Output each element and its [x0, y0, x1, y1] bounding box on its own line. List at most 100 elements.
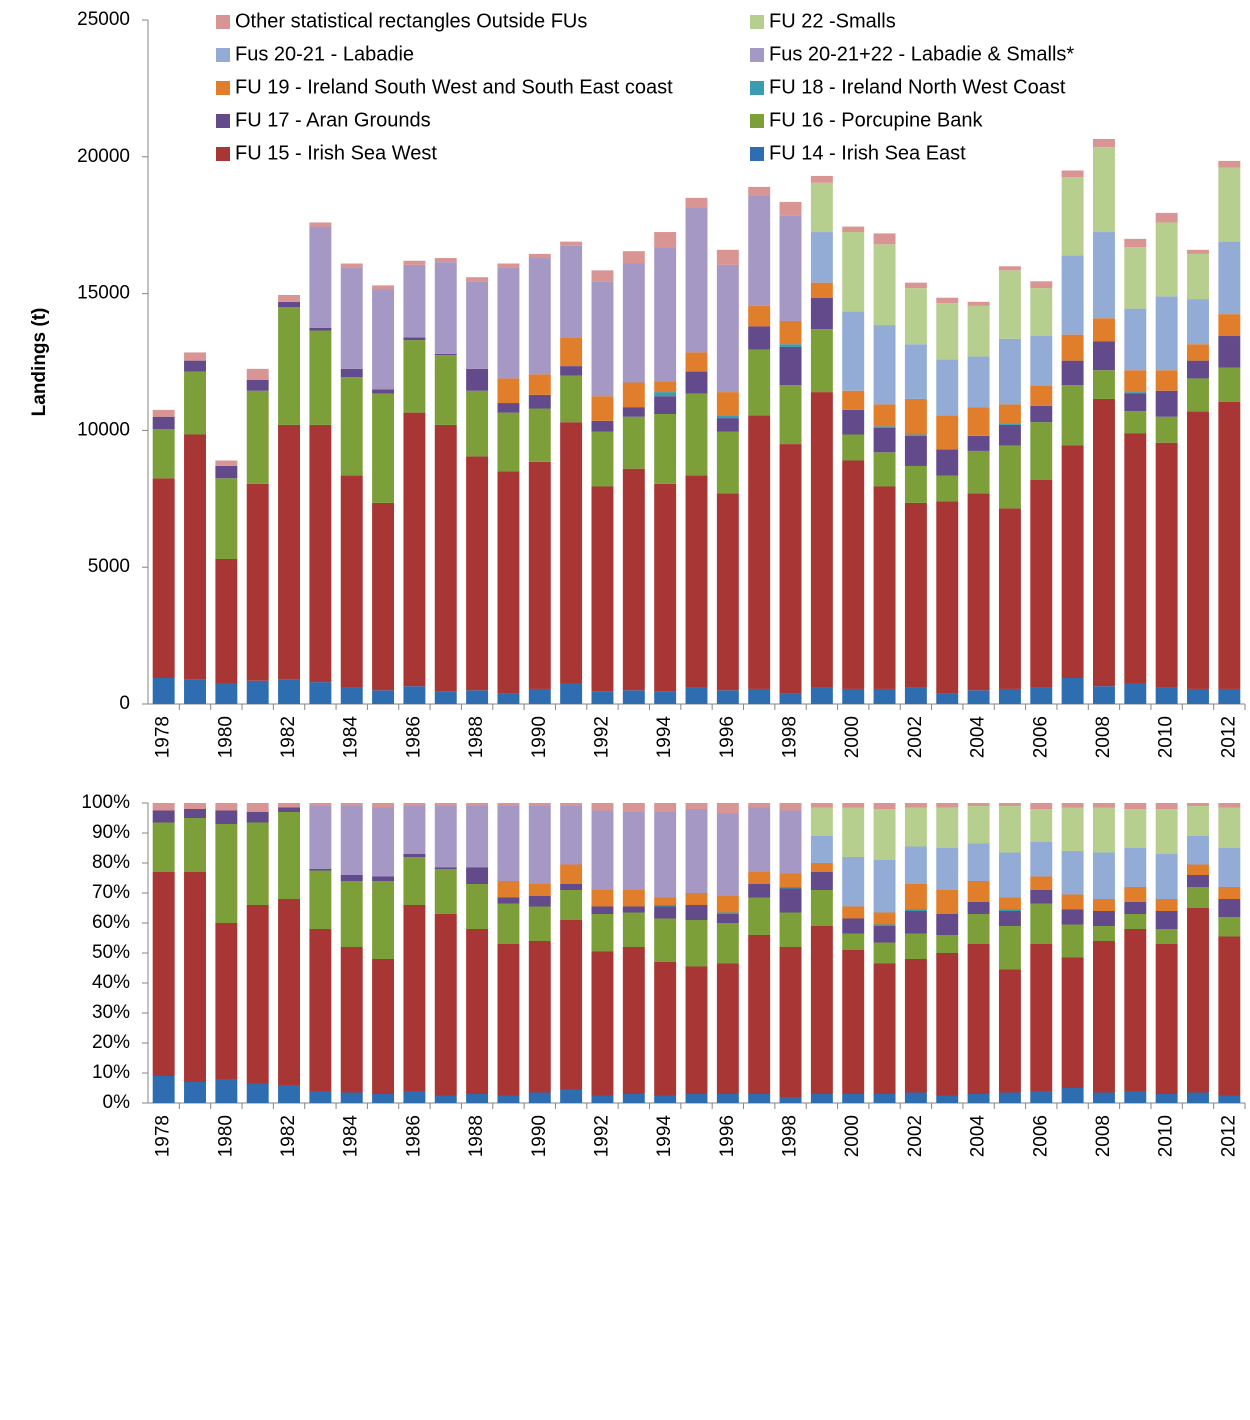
x-tick-label: 2008: [1093, 1115, 1114, 1157]
bar-segment: [246, 803, 269, 812]
bar-segment: [654, 483, 677, 692]
bar-segment: [748, 872, 771, 884]
bar-segment: [779, 912, 802, 947]
legend-swatch: [216, 147, 230, 161]
bar-segment: [904, 687, 927, 704]
bar-segment: [560, 920, 583, 1090]
bar-segment: [967, 690, 990, 704]
y-tick-label: 15000: [77, 283, 130, 304]
bar-segment: [591, 914, 614, 952]
bar-segment: [466, 884, 489, 929]
bar-segment: [309, 424, 332, 683]
bar-segment: [1092, 139, 1115, 148]
bar-segment: [152, 872, 175, 1076]
bar-segment: [434, 424, 457, 692]
bar-segment: [246, 390, 269, 484]
x-tick-label: 1988: [466, 716, 487, 758]
bar-segment: [810, 282, 833, 298]
bar-segment: [1061, 385, 1084, 446]
bar-segment: [622, 382, 645, 408]
bar-segment: [184, 352, 206, 361]
bar-segment: [403, 806, 426, 854]
bar-segment: [622, 1094, 645, 1103]
bar-segment: [184, 371, 206, 435]
bar-segment: [215, 824, 238, 923]
bar-segment: [904, 884, 927, 910]
bar-segment: [1187, 411, 1209, 689]
bar-segment: [497, 944, 520, 1096]
bar-segment: [810, 232, 833, 283]
bar-segment: [309, 682, 332, 704]
bar-segment: [560, 806, 583, 865]
bar-segment: [842, 311, 865, 391]
bar-segment: [936, 501, 959, 694]
bar-segment: [560, 864, 583, 884]
bar-segment: [1155, 929, 1178, 944]
bar-segment: [904, 1092, 927, 1103]
bar-segment: [1218, 887, 1241, 899]
bar-segment: [152, 678, 175, 704]
x-tick-label: 1996: [717, 1115, 738, 1157]
bar-segment: [654, 918, 677, 962]
bar-segment: [873, 325, 896, 405]
bar-segment: [685, 893, 708, 905]
y-tick-label: 5000: [88, 556, 130, 577]
bar-segment: [152, 1076, 175, 1103]
bar-segment: [466, 867, 489, 884]
bar-segment: [560, 245, 583, 338]
bar-segment: [748, 884, 771, 898]
x-tick-label: 2010: [1156, 716, 1177, 758]
bar-segment: [560, 884, 583, 890]
y-tick-label: 25000: [77, 9, 130, 30]
legend-label: FU 17 - Aran Grounds: [235, 109, 431, 131]
bar-segment: [403, 264, 426, 338]
bar-segment: [1092, 686, 1115, 704]
bar-segment: [497, 897, 520, 904]
bar-segment: [1061, 255, 1084, 335]
bar-segment: [904, 465, 927, 503]
bar-segment: [215, 460, 238, 466]
x-tick-label: 1998: [780, 716, 801, 758]
bar-segment: [873, 803, 896, 809]
bar-segment: [528, 461, 551, 689]
bar-segment: [1187, 378, 1209, 412]
bar-segment: [810, 329, 833, 393]
bar-segment: [716, 963, 739, 1094]
bar-segment: [1124, 433, 1147, 684]
bar-segment: [654, 897, 677, 905]
bar-segment: [560, 366, 583, 376]
bar-segment: [1030, 944, 1053, 1091]
bar-segment: [654, 247, 677, 382]
bar-segment: [998, 508, 1021, 689]
y-tick-label: 70%: [92, 882, 130, 903]
bar-segment: [810, 836, 833, 863]
y-axis-label: Landings (t): [29, 308, 50, 417]
legend-label: FU 22 -Smalls: [769, 10, 896, 32]
bar-segment: [403, 854, 426, 857]
bar-segment: [779, 215, 802, 321]
bar-segment: [497, 693, 520, 704]
bar-segment: [748, 415, 771, 689]
bar-segment: [716, 923, 739, 964]
bar-segment: [873, 926, 896, 943]
bar-segment: [1030, 809, 1053, 842]
bar-segment: [998, 338, 1021, 405]
bar-segment: [215, 478, 238, 559]
bar-segment: [622, 803, 645, 812]
bar-segment: [1187, 253, 1209, 300]
bar-segment: [842, 807, 865, 857]
bar-segment: [654, 905, 677, 907]
bar-segment: [998, 911, 1021, 926]
x-tick-label: 2008: [1093, 716, 1114, 758]
bar-segment: [1030, 803, 1053, 809]
bar-segment: [1218, 688, 1241, 704]
bar-segment: [1061, 851, 1084, 895]
legend-swatch: [750, 15, 764, 29]
x-tick-label: 1978: [153, 1115, 174, 1157]
bar-segment: [215, 465, 238, 479]
bar-segment: [873, 809, 896, 860]
bar-segment: [1155, 803, 1178, 809]
bar-segment: [779, 320, 802, 345]
bar-segment: [873, 924, 896, 926]
y-tick-label: 90%: [92, 822, 130, 843]
